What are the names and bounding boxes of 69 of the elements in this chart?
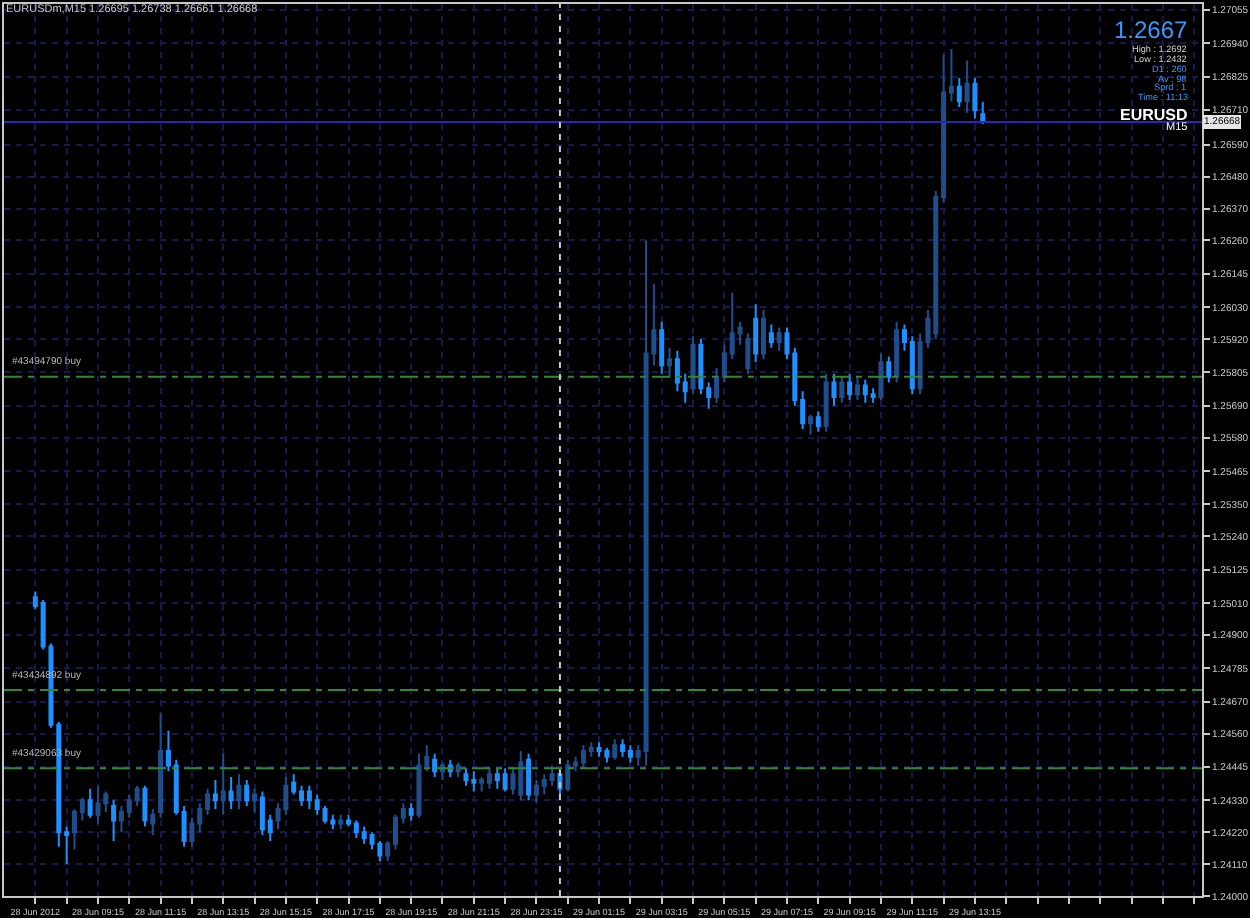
candlestick: [228, 776, 234, 810]
candlestick: [533, 778, 539, 805]
candlestick: [565, 758, 571, 793]
candlestick: [252, 787, 258, 813]
candlestick: [776, 326, 782, 352]
candlestick: [142, 784, 148, 828]
candlestick: [236, 773, 242, 810]
candlestick: [761, 309, 767, 361]
candlestick: [330, 813, 336, 831]
candlestick: [580, 744, 586, 770]
candlestick: [432, 752, 438, 779]
candlestick: [494, 767, 500, 790]
annotation: 1.2667: [1114, 16, 1189, 44]
candlestick: [980, 100, 986, 126]
candlestick: [502, 767, 508, 793]
candlestick: [956, 76, 962, 108]
candlestick: [627, 744, 633, 764]
candlestick: [964, 59, 970, 114]
candlestick: [526, 752, 532, 802]
candlestick: [745, 332, 751, 375]
candlestick: [878, 352, 884, 401]
candlestick: [886, 355, 892, 384]
candlestick: [870, 387, 876, 404]
candlestick: [659, 320, 665, 375]
candlestick: [831, 372, 837, 407]
candlestick: [95, 784, 101, 825]
candlestick: [306, 784, 312, 810]
annotation: EURUSD: [1120, 106, 1189, 124]
candlestick: [314, 793, 320, 816]
candlestick: [518, 749, 524, 802]
candlestick: [338, 813, 344, 831]
candlestick: [150, 807, 156, 837]
candlestick: [753, 303, 759, 364]
candlestick: [768, 323, 774, 349]
candlestick: [377, 839, 383, 863]
candlestick: [111, 799, 117, 842]
candlestick: [612, 738, 618, 761]
candlestick: [620, 738, 626, 758]
candlestick: [862, 378, 868, 404]
candlestick: [667, 346, 673, 378]
candlestick: [690, 335, 696, 396]
candlestick: [549, 764, 555, 787]
candlestick: [541, 773, 547, 796]
candlestick: [807, 413, 813, 436]
candlestick: [596, 741, 602, 758]
candlestick: [471, 770, 477, 793]
candlestick: [847, 372, 853, 401]
candlestick: [408, 802, 414, 822]
candlestick: [353, 819, 359, 839]
candlestick: [158, 712, 164, 819]
candlestick: [839, 375, 845, 404]
candlestick: [894, 320, 900, 384]
candlestick: [486, 767, 492, 790]
candlestick: [259, 790, 265, 837]
candlestick: [416, 752, 422, 819]
candlestick: [604, 747, 610, 764]
candlestick: [87, 787, 93, 819]
candlestick: [815, 410, 821, 433]
candlestick: [212, 778, 218, 810]
candlestick: [361, 825, 367, 845]
candlestick: [854, 375, 860, 401]
candlestick: [823, 372, 829, 433]
candlestick: [463, 767, 469, 787]
candlestick: [220, 752, 226, 816]
candlestick: [455, 761, 461, 779]
candlestick: [643, 239, 649, 767]
candlestick: [479, 776, 485, 793]
candlestick: [972, 76, 978, 120]
candlestick: [244, 778, 250, 808]
